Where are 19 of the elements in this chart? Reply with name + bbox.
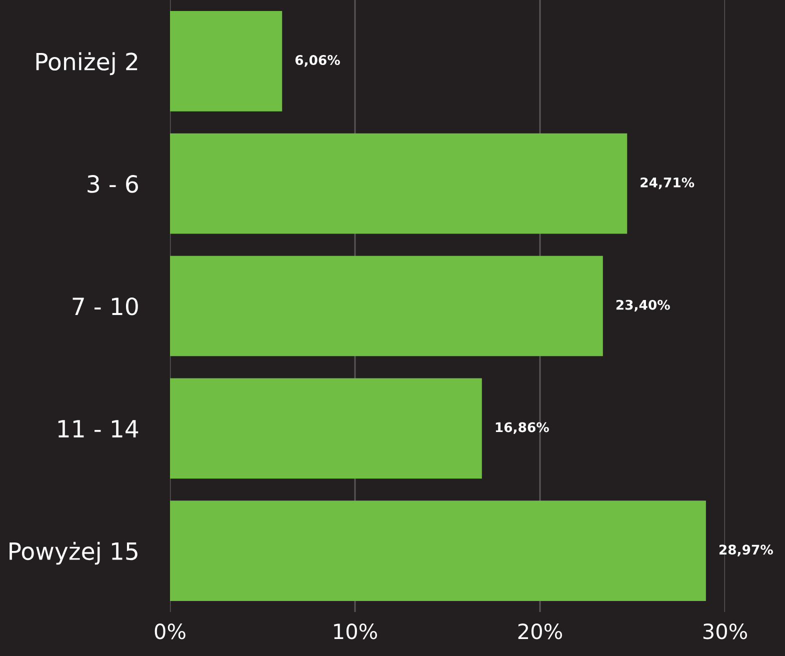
bar — [170, 378, 482, 479]
y-tick-label: 11 - 14 — [58, 420, 138, 438]
data-label: 28,97% — [719, 544, 773, 556]
y-tick-label: 7 - 10 — [72, 297, 138, 316]
data-label: 24,71% — [640, 177, 694, 190]
x-tick-label: 0% — [154, 623, 186, 640]
y-tick-label: Powyżej 15 — [10, 542, 138, 565]
x-tick-label: 30% — [703, 623, 748, 640]
data-label: 6,06% — [295, 55, 340, 67]
data-label: 16,86% — [496, 422, 549, 434]
bar — [170, 133, 628, 234]
bar — [170, 500, 706, 601]
x-tick-label: 20% — [518, 623, 562, 640]
y-tick-label: Poniżej 2 — [36, 52, 138, 76]
data-label: 23,40% — [616, 300, 670, 312]
y-tick-label: 3 - 6 — [88, 175, 138, 193]
bar — [170, 256, 603, 356]
x-tick-label: 10% — [334, 623, 378, 640]
bar — [170, 11, 282, 112]
